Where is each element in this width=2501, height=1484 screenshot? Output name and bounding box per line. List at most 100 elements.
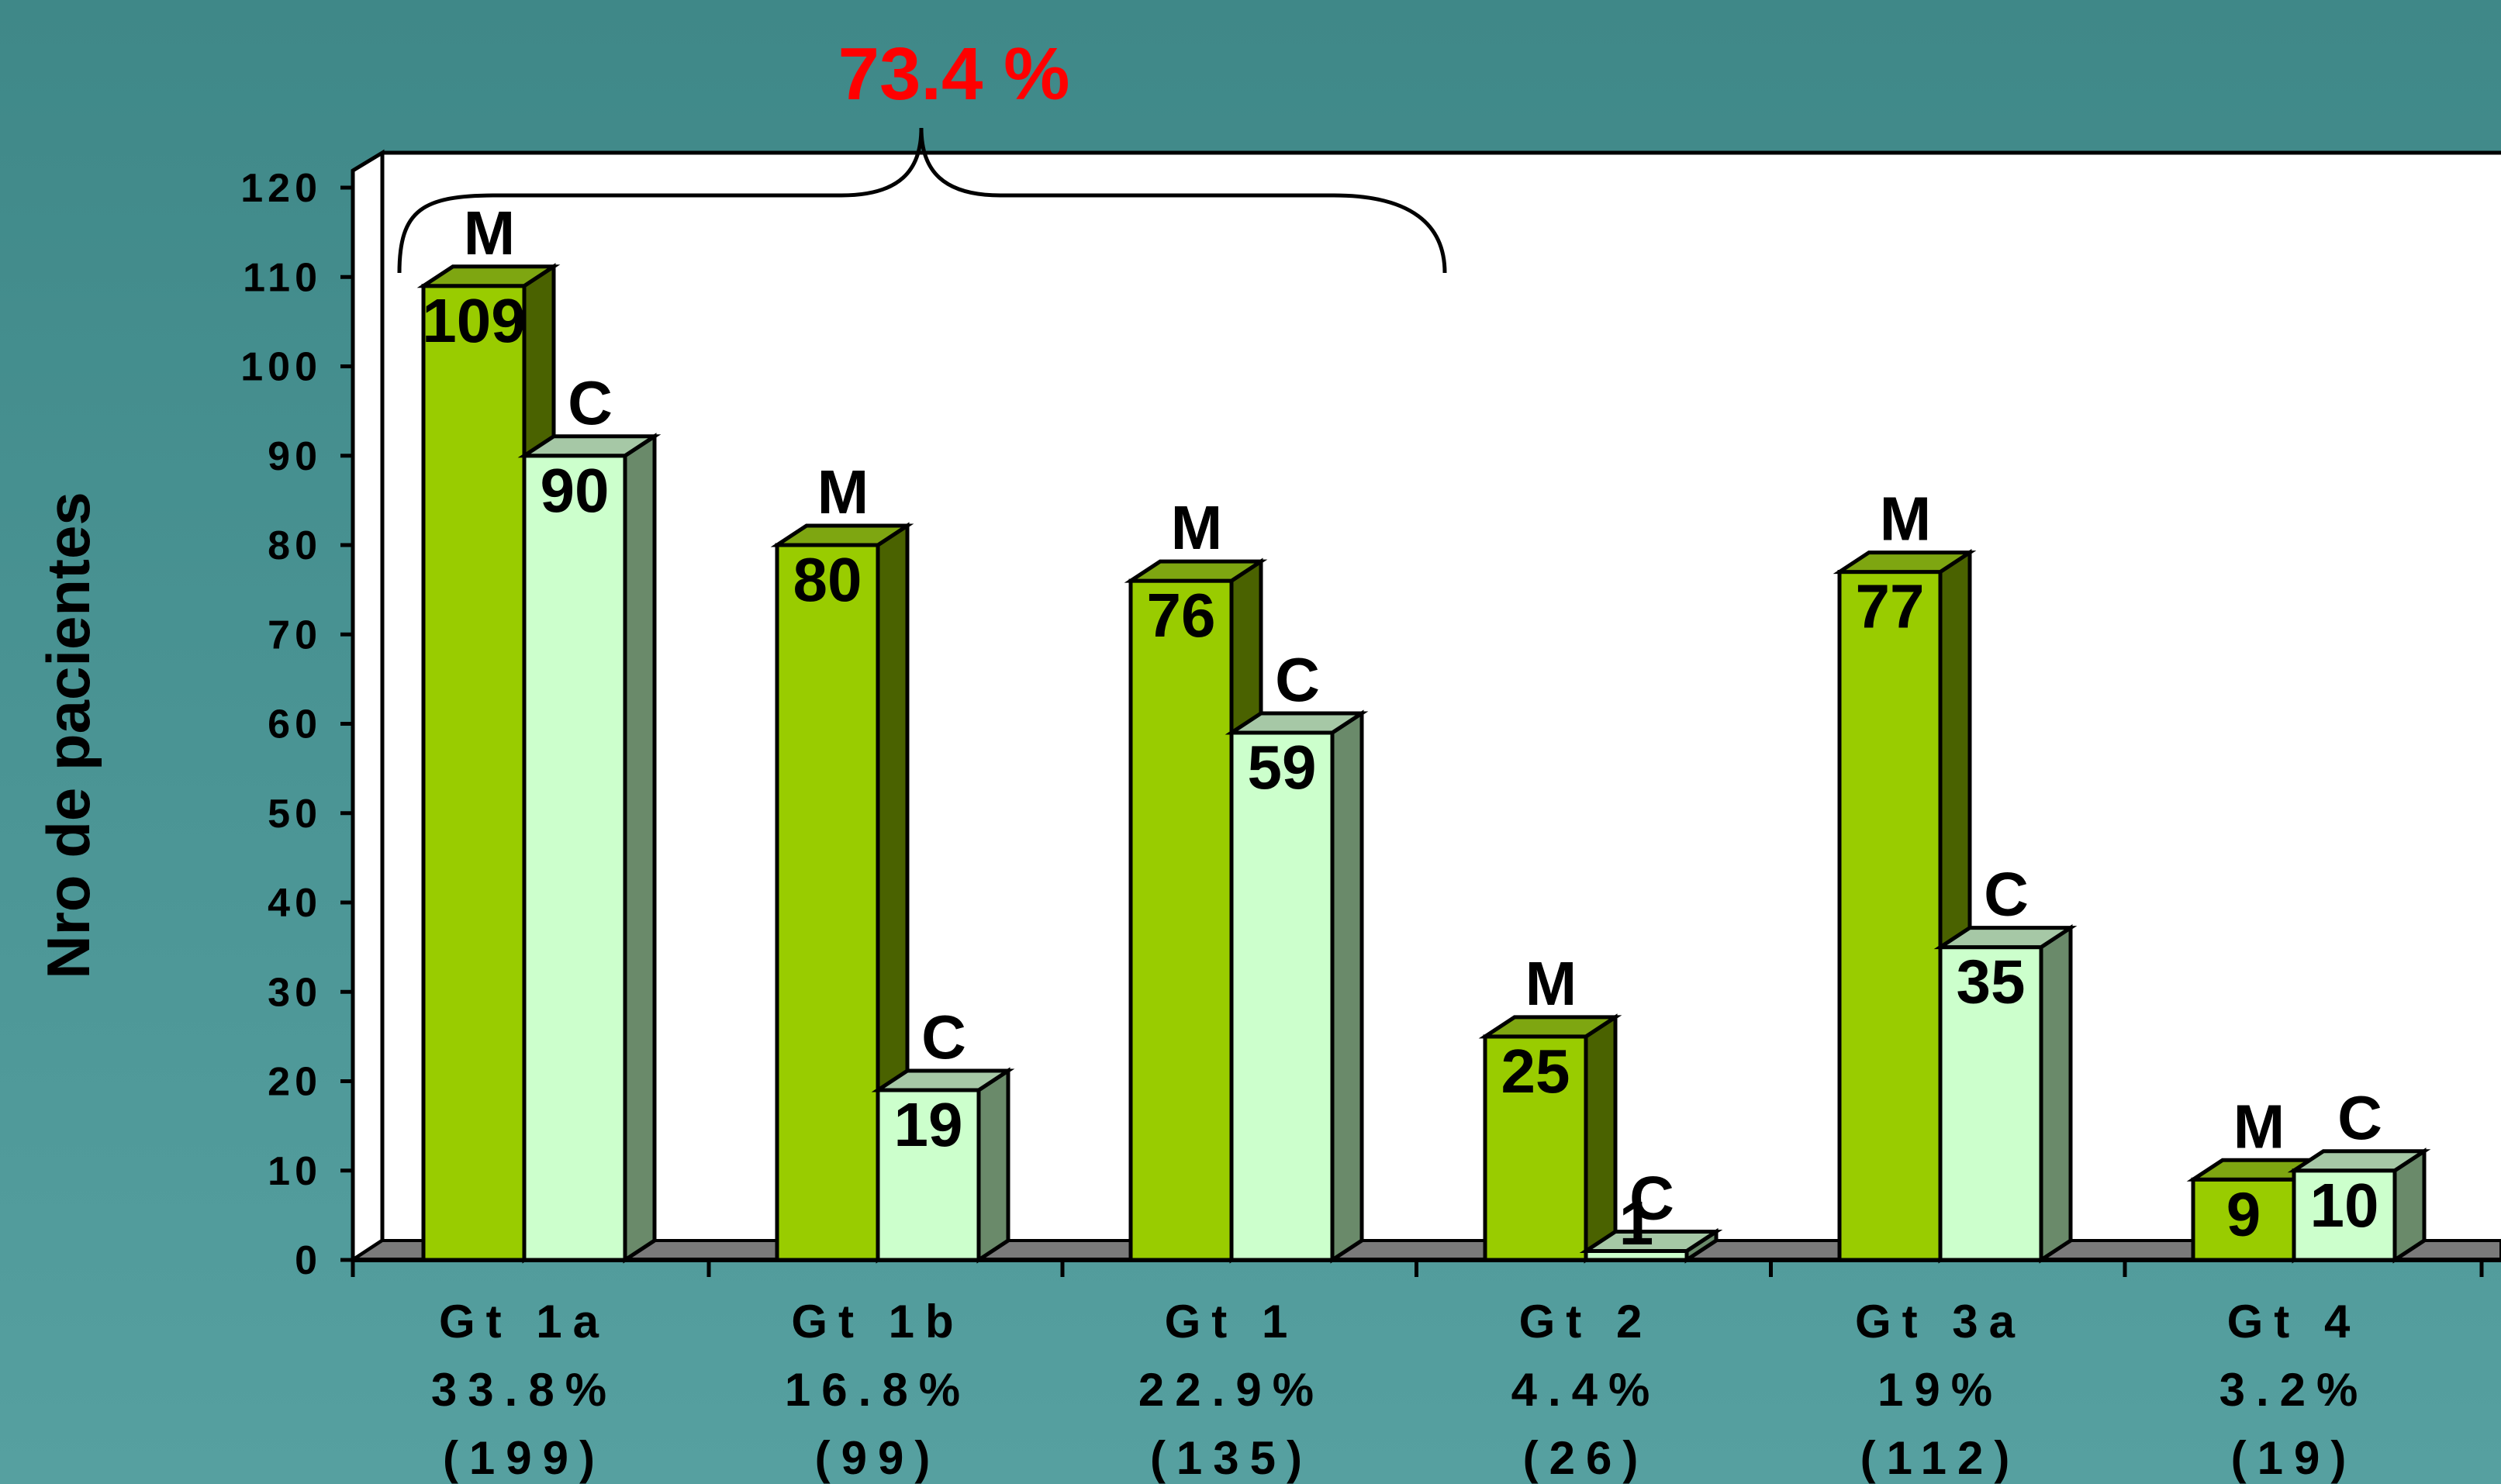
bar-side [623, 433, 657, 1264]
bar-top [1579, 1229, 1723, 1253]
bar-side [1584, 1013, 1618, 1264]
bar-series-label: M [1171, 493, 1223, 562]
bar-top [1124, 559, 1268, 583]
x-category-count: (99) [815, 1432, 941, 1484]
bar-top [871, 1068, 1015, 1092]
annotation: 73.4 % [397, 33, 1447, 274]
bar-series-label: C [568, 368, 613, 437]
bar-value-label: 25 [1501, 1037, 1570, 1106]
bar-value-label: 19 [894, 1090, 963, 1159]
bar-series-label: C [1629, 1163, 1674, 1232]
bar-value-label: 10 [2310, 1171, 2379, 1240]
y-tick-label: 70 [268, 613, 322, 657]
y-axis-title: Nro de pacientes [34, 492, 102, 979]
x-category-percent: 19% [1877, 1364, 2003, 1416]
bar-top [416, 264, 561, 288]
x-category-percent: 3.2% [2219, 1364, 2369, 1416]
x-category-count: (19) [2231, 1432, 2358, 1484]
bar-front [1229, 730, 1335, 1262]
plot-back-wall [382, 153, 2501, 1241]
bar-series-label: C [1275, 645, 1320, 714]
x-category-count: (135) [1150, 1432, 1313, 1484]
bar-top [517, 434, 662, 458]
x-category-name: Gt 3a [1855, 1296, 2026, 1348]
bar-value-label: 35 [1957, 947, 2026, 1016]
x-category-name: Gt 1a [439, 1296, 610, 1348]
bar-series-label: M [1525, 949, 1577, 1018]
bar-front [2292, 1168, 2397, 1262]
x-category-name: Gt 1 [1165, 1296, 1299, 1348]
bar-value-label: 76 [1147, 581, 1216, 650]
y-tick-label: 20 [268, 1060, 322, 1105]
y-tick-label: 10 [268, 1149, 322, 1194]
bar-series-label: C [2337, 1083, 2382, 1152]
bar-top [2287, 1149, 2431, 1173]
bar-C-2: 59 C [1225, 645, 1369, 1264]
bar-series-label: C [921, 1003, 966, 1072]
x-category-count: (26) [1523, 1432, 1649, 1484]
bar-top [770, 523, 914, 547]
plot-floor [347, 1239, 2501, 1261]
y-tick-label: 60 [268, 702, 322, 747]
bar-top [1833, 550, 1977, 575]
x-category-percent: 4.4% [1511, 1364, 1661, 1416]
bar-front [421, 284, 527, 1262]
y-tick-label: 100 [240, 345, 322, 390]
bar-front [1837, 570, 1943, 1262]
x-category-count: (199) [443, 1432, 606, 1484]
bar-series-label: M [1880, 485, 1932, 554]
bar-value-label: 77 [1856, 572, 1925, 641]
bar-top [1933, 926, 2078, 950]
bar-value-label: 1 [1619, 1189, 1654, 1258]
x-category-name: Gt 4 [2227, 1296, 2361, 1348]
y-tick-label: 30 [268, 970, 322, 1015]
y-tick-label: 50 [268, 792, 322, 837]
bar-C-5: 10 C [2287, 1083, 2431, 1264]
x-category-percent: 16.8% [785, 1364, 971, 1416]
bar-side [976, 1067, 1010, 1264]
bar-front [1128, 578, 1234, 1262]
bar-C-4: 35 C [1933, 860, 2078, 1264]
bar-C-3: 1C [1579, 1163, 1723, 1264]
x-axis: Gt 1a 33.8% (199) Gt 1b 16.8% (99) Gt 1 22.9% (1… [351, 1258, 2501, 1484]
bar-value-label: 59 [1248, 733, 1317, 802]
bar-value-label: 109 [422, 286, 525, 355]
y-tick-label: 110 [243, 255, 322, 300]
annotation-label: 73.4 % [838, 33, 1070, 116]
y-tick-label: 80 [268, 523, 322, 568]
bar-front [2191, 1177, 2296, 1262]
bar-series-label: M [817, 457, 869, 526]
bar-front [775, 543, 880, 1262]
x-category-count: (112) [1860, 1432, 2021, 1484]
y-tick-label: 0 [295, 1238, 322, 1283]
x-category-name: Gt 2 [1519, 1296, 1653, 1348]
bar-value-label: 80 [793, 545, 862, 614]
bar-side [2039, 923, 2073, 1264]
bar-front [876, 1088, 981, 1262]
bar-value-label: 90 [541, 456, 610, 525]
bar-top [1478, 1015, 1622, 1039]
bar-C-0: 90 C [517, 368, 662, 1264]
x-category-percent: 22.9% [1138, 1364, 1325, 1416]
y-tick-label: 90 [268, 434, 322, 479]
plot-left-wall [351, 149, 385, 1264]
bar-front [522, 454, 627, 1262]
bar-C-1: 19 C [871, 1003, 1015, 1264]
bar-top [1225, 711, 1369, 735]
x-category-name: Gt 1b [791, 1296, 964, 1348]
x-category-percent: 33.8% [431, 1364, 617, 1416]
bar-front [1938, 945, 2043, 1262]
bar-side [1330, 709, 1364, 1264]
bar-value-label: 9 [2226, 1179, 2261, 1248]
bar-M-1: 80 M [770, 457, 914, 1264]
annotation-brace [397, 127, 1447, 274]
y-tick-label: 120 [240, 166, 322, 211]
bar-series-label: C [1984, 860, 2029, 929]
y-tick-label: 40 [268, 881, 322, 926]
bar-series-label: M [2233, 1092, 2285, 1161]
y-axis: 0 10 20 30 40 50 60 70 80 90 100 110 120 [240, 166, 355, 1283]
plot-area [347, 149, 2501, 1264]
bar-series-label: M [464, 198, 516, 267]
